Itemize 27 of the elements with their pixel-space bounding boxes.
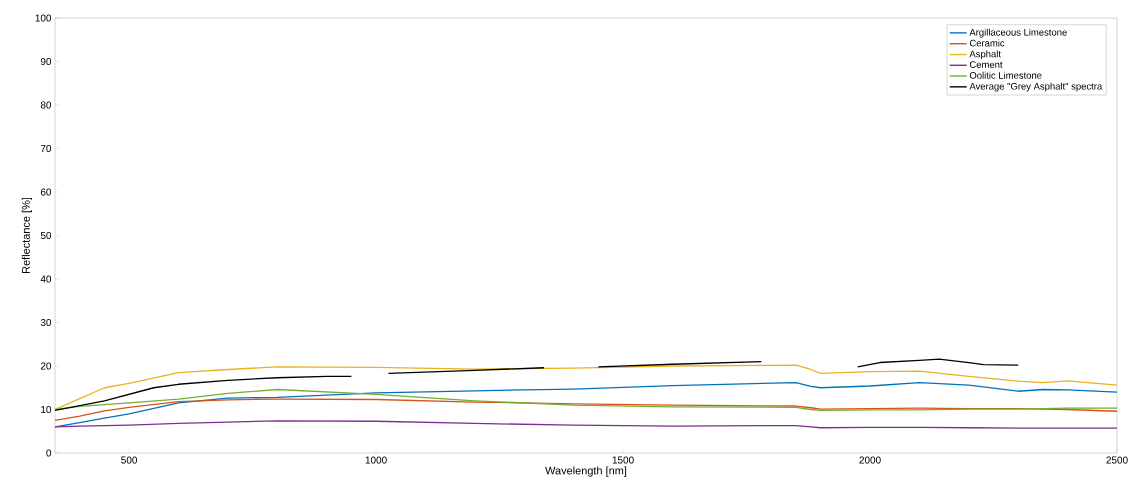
y-tick-label: 40: [40, 275, 52, 283]
y-tick-label: 70: [40, 144, 52, 153]
y-tick-label: 80: [40, 101, 52, 109]
legend-label: Oolitic Limestone: [969, 71, 1042, 79]
line-series: [55, 398, 1118, 422]
x-axis-title: Wavelength [nm]: [545, 466, 627, 477]
legend-label: Ceramic: [969, 39, 1005, 47]
x-tick-label: 500: [121, 456, 138, 464]
y-tick-label: 60: [40, 188, 52, 196]
y-tick-label: 20: [40, 362, 52, 370]
y-tick-label: 50: [40, 231, 52, 240]
x-tick-label: 1000: [365, 456, 387, 464]
legend-label: Cement: [969, 61, 1003, 68]
legend-label: Average "Grey Asphalt" spectra: [969, 82, 1103, 92]
y-tick-label: 0: [46, 449, 52, 457]
legend-label: Asphalt: [969, 50, 1001, 60]
y-axis-title: Reflectance [%]: [21, 197, 32, 273]
y-tick-label: 10: [41, 405, 52, 414]
legend-label: Argillaceous Limestone: [969, 28, 1067, 38]
line-series: [55, 388, 1118, 412]
x-tick-label: 1500: [612, 456, 634, 464]
y-tick-label: 90: [40, 57, 52, 66]
x-tick-label: 2500: [1106, 456, 1128, 464]
y-tick-label: 30: [40, 318, 52, 327]
line-series: [55, 364, 1118, 411]
y-tick-label: 100: [35, 14, 52, 22]
x-tick-label: 2000: [859, 456, 881, 464]
